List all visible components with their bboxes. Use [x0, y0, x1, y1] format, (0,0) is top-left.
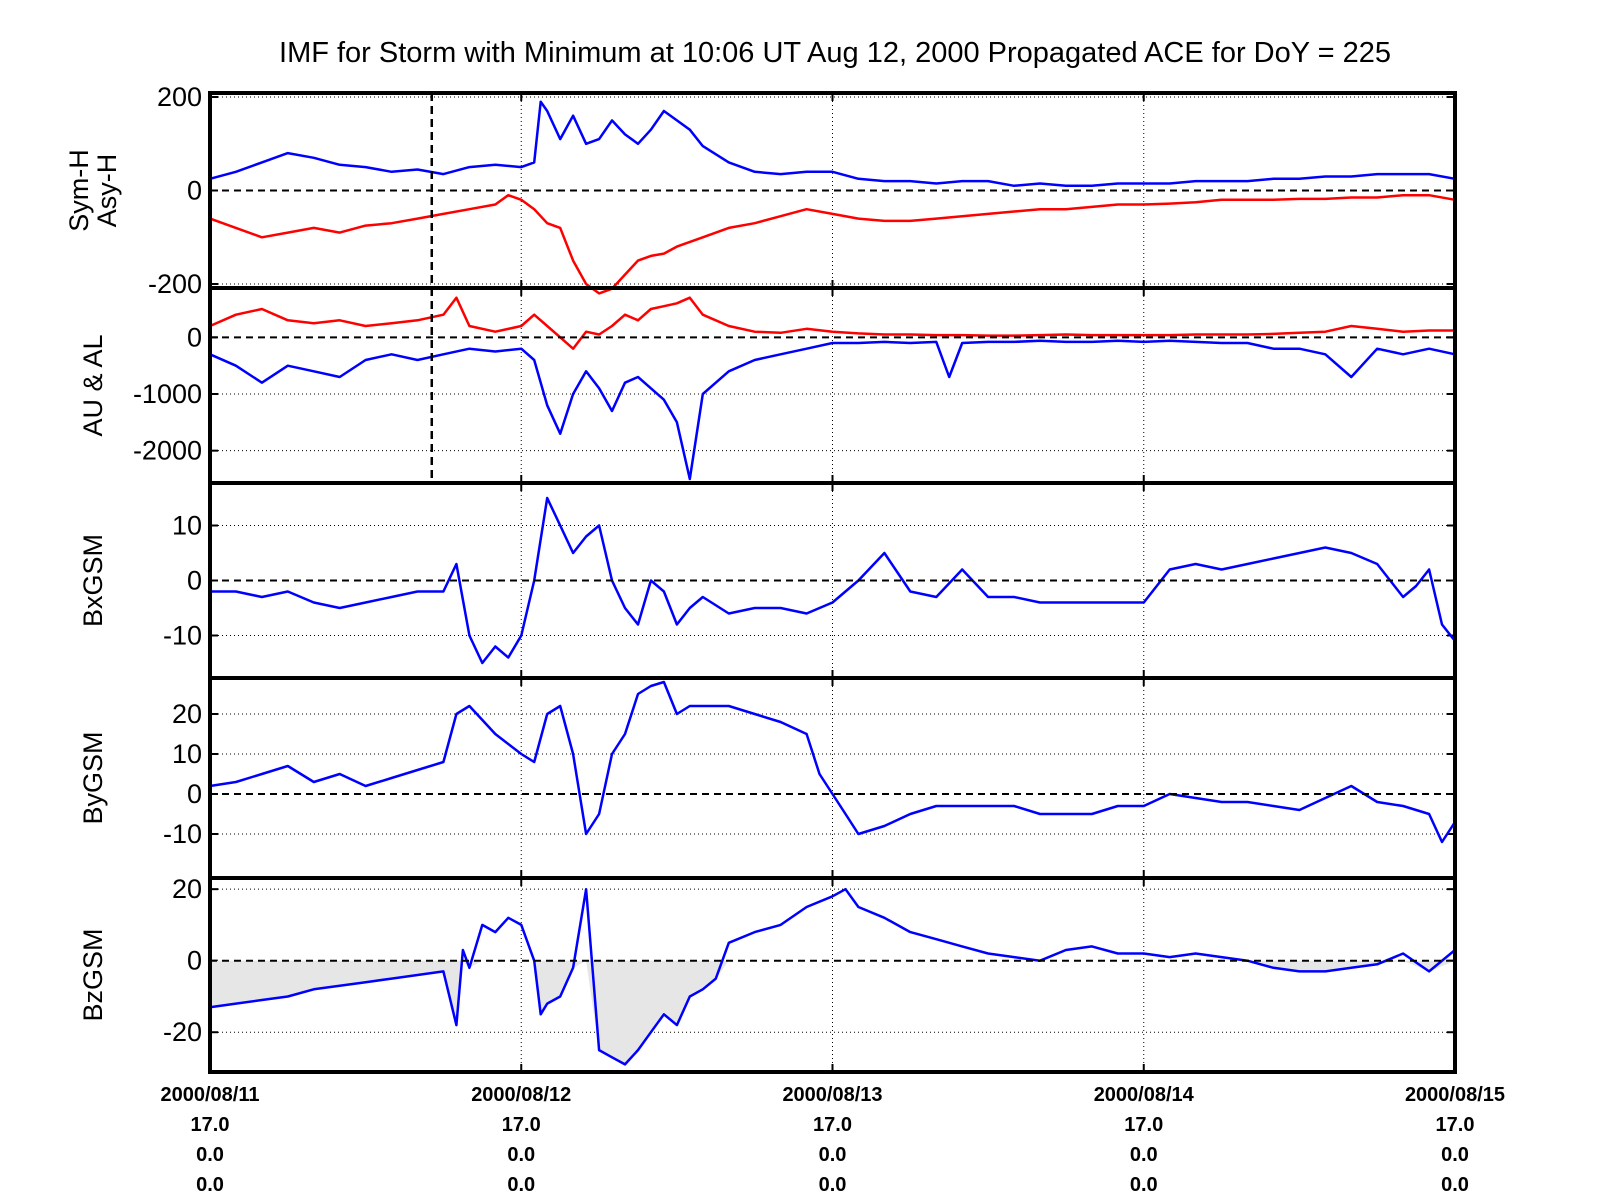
x-tick-date: 2000/08/12 [471, 1084, 571, 1106]
y-tick-label: 10 [172, 511, 202, 541]
series-line-2 [209, 193, 1456, 295]
x-tick-date: 2000/08/13 [782, 1084, 882, 1106]
x-tick-label: 2000/08/11 17.0 0.0 0.0 [161, 1084, 260, 1196]
panel-frame [208, 876, 1457, 1074]
panel-3: 10 0 -10 BxGSM [78, 481, 1457, 680]
series-line-1 [209, 100, 1456, 188]
panel-5: 20 0 -20 BzGSM [78, 874, 1457, 1074]
y-tick-label: -20 [163, 1017, 202, 1047]
series-line-1 [209, 887, 1456, 1066]
panel-frame [208, 286, 1457, 485]
y-tick-label: 20 [172, 874, 202, 904]
y-axis-label-line: AU & AL [78, 334, 108, 436]
y-tick-label: 0 [187, 322, 202, 352]
y-tick-label: 0 [187, 779, 202, 809]
series-line-1 [210, 496, 1456, 665]
y-tick-label: 0 [187, 566, 202, 596]
x-tick-label: 2000/08/12 17.0 0.0 0.0 [471, 1084, 571, 1196]
series-line-1 [209, 680, 1457, 844]
y-tick-label: -10 [163, 621, 202, 651]
series-line-1 [209, 296, 1455, 350]
y-tick-label: 200 [157, 82, 202, 112]
panel-4: 20 10 0 -10 ByGSM [78, 676, 1457, 880]
x-tick-subline: 0.0 [196, 1174, 224, 1196]
x-tick-date: 2000/08/15 [1405, 1084, 1505, 1106]
x-tick-subline: 17.0 [813, 1114, 852, 1136]
y-tick-label: 0 [187, 176, 202, 206]
y-axis-label: Sym-HAsy-H [64, 149, 122, 232]
x-axis: 2000/08/11 17.0 0.0 0.0 2000/08/12 17.0 0.0 0.0… [161, 1084, 1506, 1196]
y-tick-label: 10 [172, 739, 202, 769]
x-tick-subline: 17.0 [502, 1114, 541, 1136]
x-tick-subline: 0.0 [819, 1174, 847, 1196]
y-axis-label-line: Sym-H [64, 149, 94, 232]
y-axis-label: ByGSM [78, 731, 108, 824]
x-tick-label: 2000/08/14 17.0 0.0 0.0 [1094, 1084, 1195, 1196]
y-axis-label-line: BzGSM [78, 928, 108, 1021]
x-tick-subline: 0.0 [507, 1144, 535, 1166]
y-axis-label-line: Asy-H [92, 154, 122, 228]
x-tick-subline: 17.0 [1436, 1114, 1475, 1136]
y-axis-label-line: BxGSM [78, 534, 108, 627]
y-axis-label-line: ByGSM [78, 731, 108, 824]
bz-negative-shading [210, 960, 1455, 1065]
x-tick-subline: 17.0 [191, 1114, 230, 1136]
y-axis-label: AU & AL [78, 334, 108, 436]
x-tick-subline: 0.0 [1130, 1174, 1158, 1196]
y-tick-label: -10 [163, 819, 202, 849]
y-tick-label: 20 [172, 699, 202, 729]
y-tick-label: -2000 [133, 436, 202, 466]
chart-title: IMF for Storm with Minimum at 10:06 UT A… [279, 37, 1391, 69]
y-tick-label: 0 [187, 946, 202, 976]
panel-1: 200 0 -200 Sym-HAsy-H [64, 82, 1457, 299]
x-tick-date: 2000/08/14 [1094, 1084, 1195, 1106]
y-tick-label: -1000 [133, 379, 202, 409]
x-tick-label: 2000/08/15 17.0 0.0 0.0 [1405, 1084, 1505, 1196]
x-tick-subline: 0.0 [1130, 1144, 1158, 1166]
x-tick-label: 2000/08/13 17.0 0.0 0.0 [782, 1084, 882, 1196]
x-tick-subline: 0.0 [196, 1144, 224, 1166]
x-tick-subline: 0.0 [1441, 1144, 1469, 1166]
x-tick-subline: 17.0 [1124, 1114, 1163, 1136]
x-tick-subline: 0.0 [819, 1144, 847, 1166]
x-tick-subline: 0.0 [507, 1174, 535, 1196]
y-axis-label: BzGSM [78, 928, 108, 1021]
series-line-2 [209, 339, 1456, 481]
panel-2: 0 -1000 -2000 AU & AL [78, 286, 1457, 485]
y-axis-label: BxGSM [78, 534, 108, 627]
y-tick-label: -200 [148, 269, 202, 299]
x-tick-subline: 0.0 [1441, 1174, 1469, 1196]
x-tick-date: 2000/08/11 [161, 1084, 260, 1106]
